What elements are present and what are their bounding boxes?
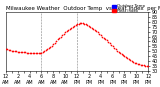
Point (25, 52, 28, 54)
Point (9, 50, 12, 51)
Point (101, 36, 104, 37)
Point (82, 22, 84, 24)
Point (61, 34, 64, 35)
Point (6, 49, 9, 50)
Point (120, 53, 123, 55)
Point (123, 55, 126, 57)
Point (67, 29, 69, 30)
Point (71, 26, 74, 27)
Point (36, 52, 38, 54)
Point (19, 51, 22, 53)
Point (21, 51, 24, 53)
Point (144, 65, 147, 66)
Point (46, 49, 49, 50)
Point (98, 33, 100, 34)
Point (33, 52, 35, 54)
Point (58, 37, 60, 38)
Point (129, 59, 132, 61)
Point (34, 52, 37, 54)
Point (138, 63, 141, 65)
Point (40, 52, 43, 54)
Point (65, 30, 68, 31)
Point (49, 47, 52, 48)
Point (39, 52, 41, 54)
Point (104, 39, 107, 40)
Point (80, 22, 83, 24)
Point (134, 62, 136, 64)
Point (89, 26, 92, 27)
Point (56, 39, 59, 40)
Point (11, 50, 13, 52)
Point (117, 51, 120, 53)
Point (5, 49, 7, 50)
Point (73, 25, 75, 27)
Point (94, 29, 96, 30)
Point (113, 48, 115, 49)
Point (76, 23, 78, 25)
Point (13, 50, 16, 52)
Point (125, 56, 127, 58)
Point (45, 50, 47, 51)
Point (68, 28, 71, 29)
Point (128, 58, 130, 60)
Point (135, 62, 138, 64)
Point (141, 64, 144, 66)
Point (24, 51, 26, 53)
Point (114, 49, 117, 50)
Point (142, 64, 145, 66)
Point (122, 54, 124, 56)
Point (51, 46, 53, 47)
Point (18, 51, 20, 53)
Point (77, 23, 80, 25)
Point (79, 22, 81, 24)
Point (74, 24, 77, 26)
Point (102, 37, 105, 38)
Point (96, 31, 99, 32)
Point (136, 63, 139, 65)
Point (27, 52, 29, 54)
Point (110, 45, 112, 46)
Point (64, 31, 66, 32)
Point (107, 42, 109, 43)
Point (108, 43, 111, 44)
Point (85, 23, 87, 25)
Point (55, 41, 58, 42)
Point (70, 27, 72, 28)
Point (116, 50, 118, 52)
Point (86, 24, 89, 26)
Point (92, 28, 95, 29)
Point (8, 50, 10, 51)
Point (52, 44, 55, 45)
Point (15, 50, 18, 52)
Point (91, 27, 93, 28)
Text: Milwaukee Weather  Outdoor Temp  vs Heat Index  per Minute  (24 Hours): Milwaukee Weather Outdoor Temp vs Heat I… (6, 6, 160, 11)
Point (119, 52, 121, 54)
Point (131, 60, 133, 62)
Point (105, 40, 108, 41)
Point (62, 33, 65, 34)
Point (42, 51, 44, 53)
Point (83, 23, 86, 25)
Point (16, 51, 19, 53)
Point (147, 65, 149, 66)
Legend: Outdoor Temp, Heat Index: Outdoor Temp, Heat Index (111, 4, 146, 14)
Point (100, 34, 102, 35)
Point (12, 50, 15, 52)
Point (95, 30, 98, 31)
Point (88, 25, 90, 27)
Point (48, 48, 50, 49)
Point (111, 46, 114, 47)
Point (140, 64, 142, 66)
Point (37, 52, 40, 54)
Point (126, 57, 129, 59)
Point (22, 51, 25, 53)
Point (132, 61, 135, 63)
Point (31, 52, 34, 54)
Point (145, 65, 148, 66)
Point (43, 50, 46, 52)
Point (54, 43, 56, 44)
Point (30, 52, 32, 54)
Point (60, 36, 62, 37)
Point (28, 52, 31, 54)
